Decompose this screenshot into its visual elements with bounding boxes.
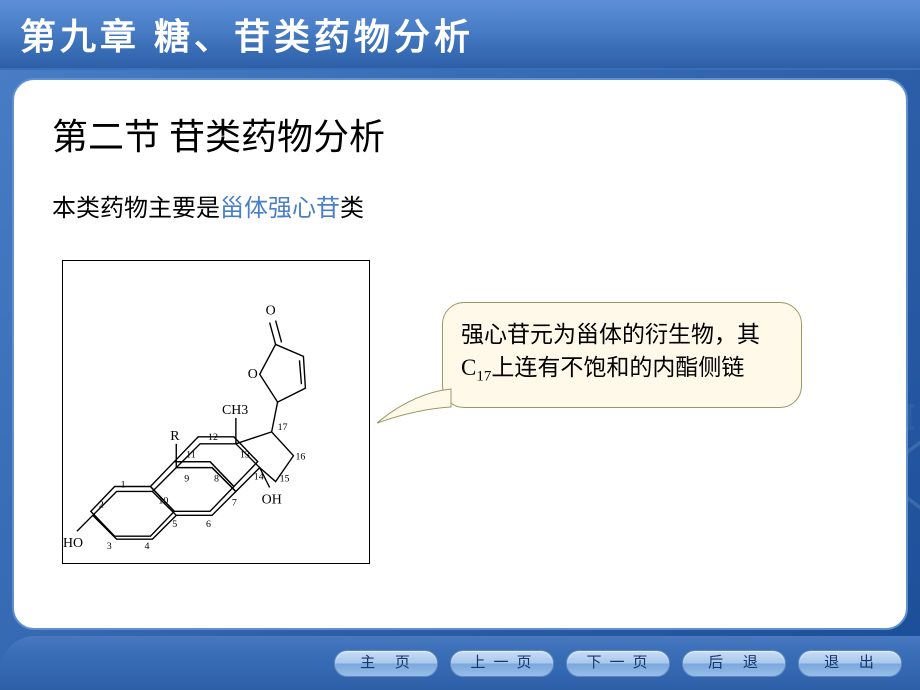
callout-box: 强心苷元为甾体的衍生物，其C17上连有不饱和的内酯侧链 <box>442 302 802 408</box>
pos-14: 14 <box>254 472 264 483</box>
pos-16: 16 <box>295 452 305 463</box>
pos-7: 7 <box>232 497 237 508</box>
nav-home-button[interactable]: 主 页 <box>334 650 438 677</box>
label-oxygen-top: O <box>266 304 276 319</box>
pos-2: 2 <box>99 499 104 510</box>
pos-5: 5 <box>172 519 177 530</box>
nav-bar: 主 页 上一页 下一页 后 退 退 出 <box>0 636 920 690</box>
pos-15: 15 <box>280 474 290 485</box>
steroid-skeleton-svg: O O CH3 R HO OH 1 2 3 4 5 6 7 8 9 <box>63 261 369 563</box>
pos-9: 9 <box>184 474 189 485</box>
intro-text: 本类药物主要是甾体强心苷类 <box>52 188 876 223</box>
intro-prefix: 本类药物主要是 <box>52 196 220 222</box>
callout-tail-icon <box>373 387 453 427</box>
chemical-structure: O O CH3 R HO OH 1 2 3 4 5 6 7 8 9 <box>62 260 370 564</box>
pos-6: 6 <box>206 519 211 530</box>
pos-1: 1 <box>121 480 126 491</box>
callout-text-2: 上连有不饱和的内酯侧链 <box>491 355 744 380</box>
content-frame: 第二节 苷类药物分析 本类药物主要是甾体强心苷类 <box>12 78 908 630</box>
pos-3: 3 <box>107 541 112 552</box>
nav-next-button[interactable]: 下一页 <box>566 650 670 677</box>
label-ch3: CH3 <box>222 403 248 418</box>
intro-suffix: 类 <box>340 196 364 222</box>
pos-17: 17 <box>278 422 288 433</box>
pos-4: 4 <box>144 541 149 552</box>
label-OH: OH <box>262 492 282 507</box>
nav-back-button[interactable]: 后 退 <box>682 650 786 677</box>
nav-prev-button[interactable]: 上一页 <box>450 650 554 677</box>
callout-subscript: 17 <box>476 369 491 385</box>
pos-11: 11 <box>186 450 196 461</box>
pos-8: 8 <box>214 474 219 485</box>
chapter-title: 第九章 糖、苷类药物分析 <box>20 8 474 60</box>
label-HO: HO <box>63 536 83 551</box>
nav-exit-button[interactable]: 退 出 <box>798 650 902 677</box>
pos-13: 13 <box>240 450 250 461</box>
label-oxygen-side: O <box>248 367 258 382</box>
pos-10: 10 <box>158 495 168 506</box>
title-bar: 第九章 糖、苷类药物分析 <box>0 0 920 70</box>
intro-highlight: 甾体强心苷 <box>220 196 340 222</box>
pos-12: 12 <box>208 432 218 443</box>
label-R: R <box>170 429 180 444</box>
section-title: 第二节 苷类药物分析 <box>52 108 876 160</box>
